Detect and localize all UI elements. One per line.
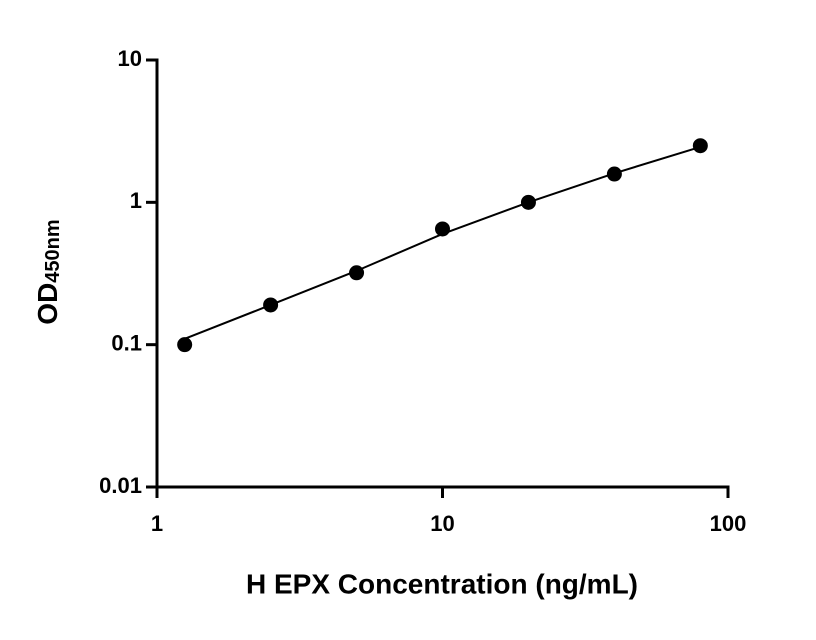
x-tick-label: 100	[710, 511, 747, 536]
x-axis-label: H EPX Concentration (ng/mL)	[246, 568, 638, 599]
fit-curve	[184, 145, 701, 340]
x-tick-label: 1	[151, 511, 163, 536]
x-tick-label: 10	[430, 511, 454, 536]
y-axis-label: OD450nm	[32, 219, 64, 324]
y-tick-label: 10	[118, 46, 142, 71]
y-tick-label: 1	[130, 188, 142, 213]
data-point	[177, 337, 193, 353]
y-label-subscript: 450nm	[42, 219, 64, 282]
data-point	[692, 138, 708, 154]
y-tick-label: 0.1	[111, 330, 142, 355]
y-tick-label: 0.01	[99, 473, 142, 498]
y-label-main: OD	[32, 283, 63, 325]
